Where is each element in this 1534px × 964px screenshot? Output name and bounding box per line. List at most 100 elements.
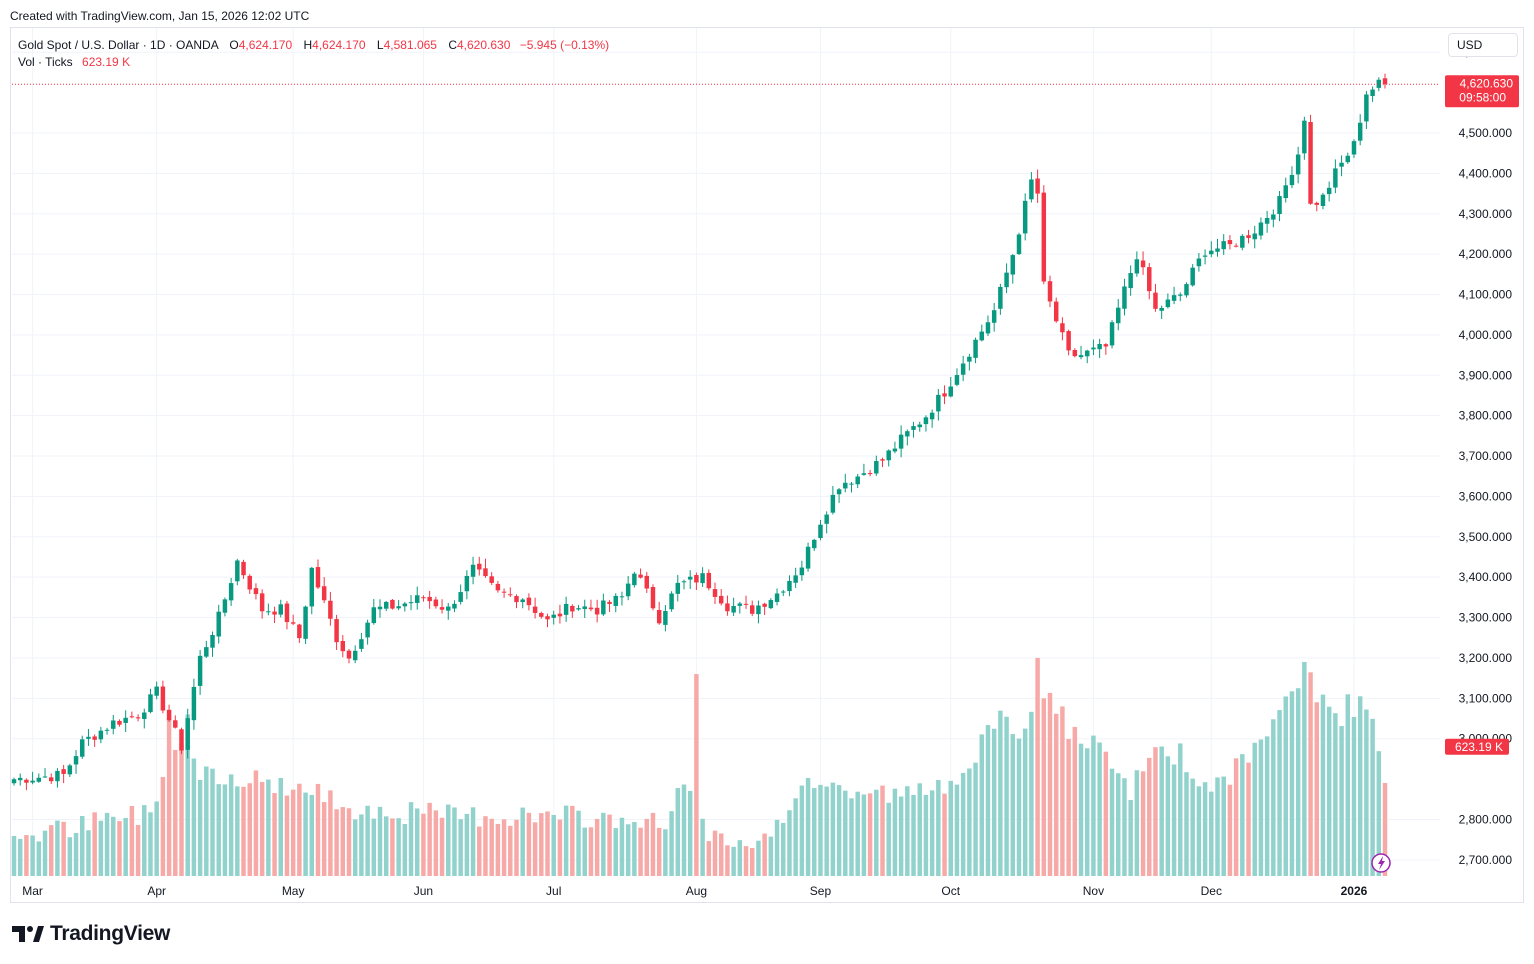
- candle: [328, 591, 333, 626]
- candle-body: [1277, 196, 1282, 215]
- candle-body: [960, 363, 966, 375]
- candle-body: [1351, 141, 1357, 155]
- candle: [917, 421, 922, 432]
- volume-bar: [1147, 757, 1152, 876]
- candle: [1209, 241, 1214, 258]
- candle-body: [948, 386, 953, 397]
- volume-bar: [334, 809, 339, 876]
- candle-body: [315, 567, 321, 588]
- candle-body: [328, 600, 333, 619]
- volume-bar: [92, 812, 97, 876]
- candle: [383, 600, 389, 612]
- candle: [210, 631, 215, 657]
- candle-body: [452, 603, 457, 609]
- candle: [501, 588, 507, 598]
- candle-body: [446, 606, 451, 611]
- candle: [104, 727, 110, 735]
- candle: [1134, 251, 1140, 277]
- candle: [446, 602, 451, 620]
- volume-bar: [687, 790, 693, 876]
- volume-bar: [768, 836, 774, 876]
- candle: [67, 763, 73, 777]
- candle: [973, 337, 978, 364]
- candle-body: [464, 575, 470, 592]
- candle-body: [253, 588, 259, 595]
- candle-body: [768, 600, 774, 609]
- candle-body: [160, 686, 166, 711]
- volume-bar: [352, 819, 358, 876]
- volume-bar: [154, 801, 159, 876]
- candle: [253, 583, 259, 600]
- volume-bar: [706, 841, 712, 876]
- volume-bar: [235, 786, 240, 876]
- candle-body: [1209, 250, 1214, 255]
- volume-bar: [737, 840, 743, 876]
- volume-bar: [1171, 764, 1177, 876]
- candle-body: [712, 589, 718, 597]
- volume-bar: [1184, 772, 1189, 876]
- volume-bar: [799, 785, 805, 876]
- low-value: 4,581.065: [383, 38, 437, 52]
- candle-body: [588, 607, 594, 610]
- candle: [166, 704, 172, 722]
- volume-bar: [1116, 773, 1121, 876]
- volume-bar: [551, 815, 556, 876]
- candle-body: [787, 580, 792, 592]
- candle-body: [92, 736, 97, 740]
- volume-bar: [321, 802, 327, 876]
- candle-body: [111, 720, 116, 729]
- candle-body: [1221, 241, 1226, 250]
- candle-body: [259, 593, 265, 612]
- candle: [1302, 116, 1307, 160]
- candle: [898, 425, 904, 458]
- volume-bar: [80, 816, 85, 876]
- candle: [42, 768, 48, 778]
- candle: [1314, 201, 1319, 212]
- candle-body: [861, 473, 867, 475]
- candle: [415, 586, 420, 610]
- candle-body: [681, 581, 687, 583]
- volume-bar: [1053, 713, 1059, 876]
- candle: [656, 601, 662, 625]
- candle-body: [1215, 248, 1220, 252]
- y-tick-label: 4,200.000: [1459, 247, 1513, 261]
- candle: [24, 778, 29, 791]
- candle: [762, 602, 767, 616]
- candle: [439, 599, 445, 614]
- candle: [241, 559, 246, 579]
- candle: [1016, 232, 1022, 256]
- volume-bar: [1178, 743, 1183, 876]
- symbol-title[interactable]: Gold Spot / U.S. Dollar · 1D · OANDA: [18, 38, 219, 52]
- candle: [1277, 191, 1282, 222]
- candle-body: [756, 605, 761, 615]
- candle: [235, 558, 240, 586]
- volume-label[interactable]: Vol · Ticks: [18, 55, 73, 69]
- candle-body: [173, 720, 178, 728]
- candle-body: [867, 473, 873, 475]
- volume-bar: [328, 790, 333, 876]
- candle: [1171, 286, 1177, 305]
- ohlc-row: Gold Spot / U.S. Dollar · 1D · OANDA O4,…: [18, 37, 609, 54]
- candle-body: [272, 611, 277, 615]
- candle-body: [539, 613, 544, 617]
- candle-body: [352, 650, 358, 661]
- volume-bar: [216, 784, 221, 876]
- currency-button[interactable]: USD: [1448, 33, 1518, 57]
- volume-bar: [675, 788, 681, 876]
- volume-bar: [619, 817, 625, 876]
- volume-bar: [30, 835, 35, 876]
- candle-body: [1140, 260, 1146, 268]
- volume-value: 623.19 K: [82, 55, 131, 69]
- candle-body: [365, 622, 370, 638]
- tradingview-logo[interactable]: TradingView: [12, 922, 170, 946]
- candle: [812, 538, 817, 551]
- candle-body: [613, 595, 618, 606]
- candle-body: [73, 756, 79, 765]
- candle-body: [204, 647, 209, 657]
- volume-bar: [694, 674, 699, 876]
- candle-body: [11, 779, 17, 784]
- volume-bar: [532, 822, 538, 876]
- candle: [694, 572, 699, 590]
- candle-body: [526, 597, 532, 606]
